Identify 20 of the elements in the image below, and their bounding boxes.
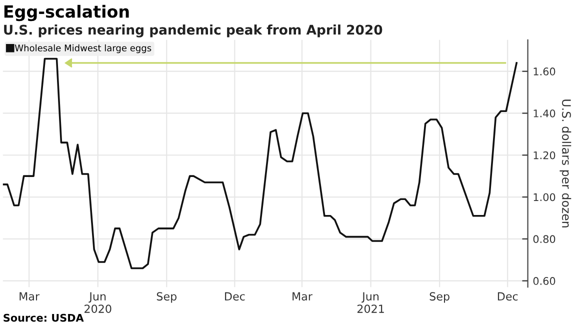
y-tick-label: 1.20 <box>534 151 556 160</box>
legend-label: Wholesale Midwest large eggs <box>14 44 152 54</box>
x-tick-label: Jun 2021 <box>357 292 384 314</box>
y-axis-title: U.S. dollars per dozen <box>560 100 572 228</box>
x-tick-label: Dec <box>225 292 245 301</box>
y-tick-label: 0.60 <box>533 277 556 285</box>
x-tick-label: Dec <box>498 292 518 301</box>
y-tick-label: 1.00 <box>534 193 556 202</box>
x-tick-label: Jun 2020 <box>84 292 112 314</box>
x-tick-label: Mar <box>20 292 40 301</box>
y-tick-label: 1.40 <box>534 109 556 118</box>
y-tick-label: 1.60 <box>534 68 556 76</box>
chart-subtitle: U.S. prices nearing pandemic peak from April 2020 <box>4 24 382 38</box>
source-note: Source: USDA <box>4 314 84 322</box>
y-tick-label: 0.80 <box>533 235 556 244</box>
x-tick-label: Sep <box>156 292 177 303</box>
line-series <box>2 58 518 270</box>
chart-title: Egg-scalation <box>4 4 129 22</box>
x-tick-label: Mar <box>292 292 312 301</box>
x-tick-label: Sep <box>430 292 450 303</box>
